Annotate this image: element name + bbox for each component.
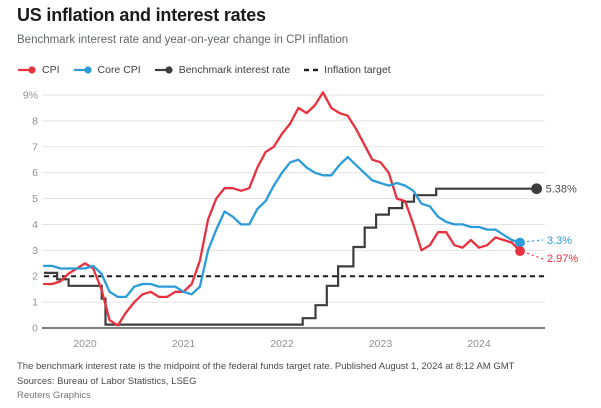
legend-item-core-cpi: Core CPI — [73, 64, 141, 76]
core-cpi-line-dot-icon — [73, 66, 92, 74]
benchmark-rate-line — [43, 187, 537, 326]
x-axis-label: 2022 — [270, 338, 294, 350]
inflation-target-dashes-icon — [304, 68, 319, 72]
y-axis-label: 8 — [32, 115, 38, 127]
cpi-leader-line — [526, 252, 544, 260]
legend-item-cpi: CPI — [17, 64, 60, 76]
cpi-line — [42, 91, 522, 327]
cpi-end-dot — [515, 246, 525, 257]
core-cpi-leader-line — [526, 239, 544, 243]
cpi-end-label: 2.97% — [547, 253, 578, 265]
legend-item-inflation-target: Inflation target — [303, 64, 391, 76]
chart-subtitle: Benchmark interest rate and year-on-year… — [17, 34, 349, 46]
legend-marker-dot — [83, 66, 92, 74]
y-axis-label: 9% — [23, 90, 38, 102]
legend-marker-dot — [165, 66, 173, 74]
cpi-line-dot-icon — [18, 66, 36, 74]
legend-label: Benchmark interest rate — [178, 64, 291, 76]
y-axis-label: 0 — [32, 323, 38, 335]
core-cpi-end-dot — [515, 237, 525, 248]
y-axis-label: 3 — [32, 245, 38, 257]
legend-item-benchmark: Benchmark interest rate — [154, 64, 290, 76]
legend-label: CPI — [42, 64, 60, 76]
x-axis-label: 2024 — [467, 338, 491, 350]
y-axis-label: 5 — [32, 193, 38, 205]
reuters-graphics-credit: Reuters Graphics — [17, 390, 91, 401]
benchmark-end-dot — [531, 183, 543, 195]
x-axis-label: 2021 — [172, 338, 196, 350]
core-cpi-end-label: 3.3% — [547, 235, 572, 247]
y-axis-label: 6 — [32, 167, 38, 179]
page-title: US inflation and interest rates — [17, 5, 266, 25]
y-axis-label: 2 — [32, 271, 38, 283]
core-cpi-line — [42, 155, 522, 299]
y-axis-label: 1 — [32, 297, 38, 309]
benchmark-line-dot-icon — [154, 66, 173, 74]
footnote-line: The benchmark interest rate is the midpo… — [17, 361, 515, 372]
chart-footnote: The benchmark interest rate is the midpo… — [17, 360, 514, 389]
benchmark-end-label: 5.38% — [546, 184, 577, 196]
chart-legend: CPI Core CPI Benchmark interest rate Inf… — [17, 64, 391, 76]
x-axis-label: 2020 — [73, 338, 97, 350]
legend-label: Core CPI — [97, 64, 141, 76]
y-axis-label: 7 — [32, 141, 38, 153]
legend-label: Inflation target — [324, 64, 391, 76]
x-axis-label: 2023 — [369, 338, 393, 350]
sources-line: Sources: Bureau of Labor Statistics, LSE… — [17, 375, 197, 387]
legend-marker-dot — [28, 66, 36, 74]
y-axis-label: 4 — [32, 219, 38, 231]
